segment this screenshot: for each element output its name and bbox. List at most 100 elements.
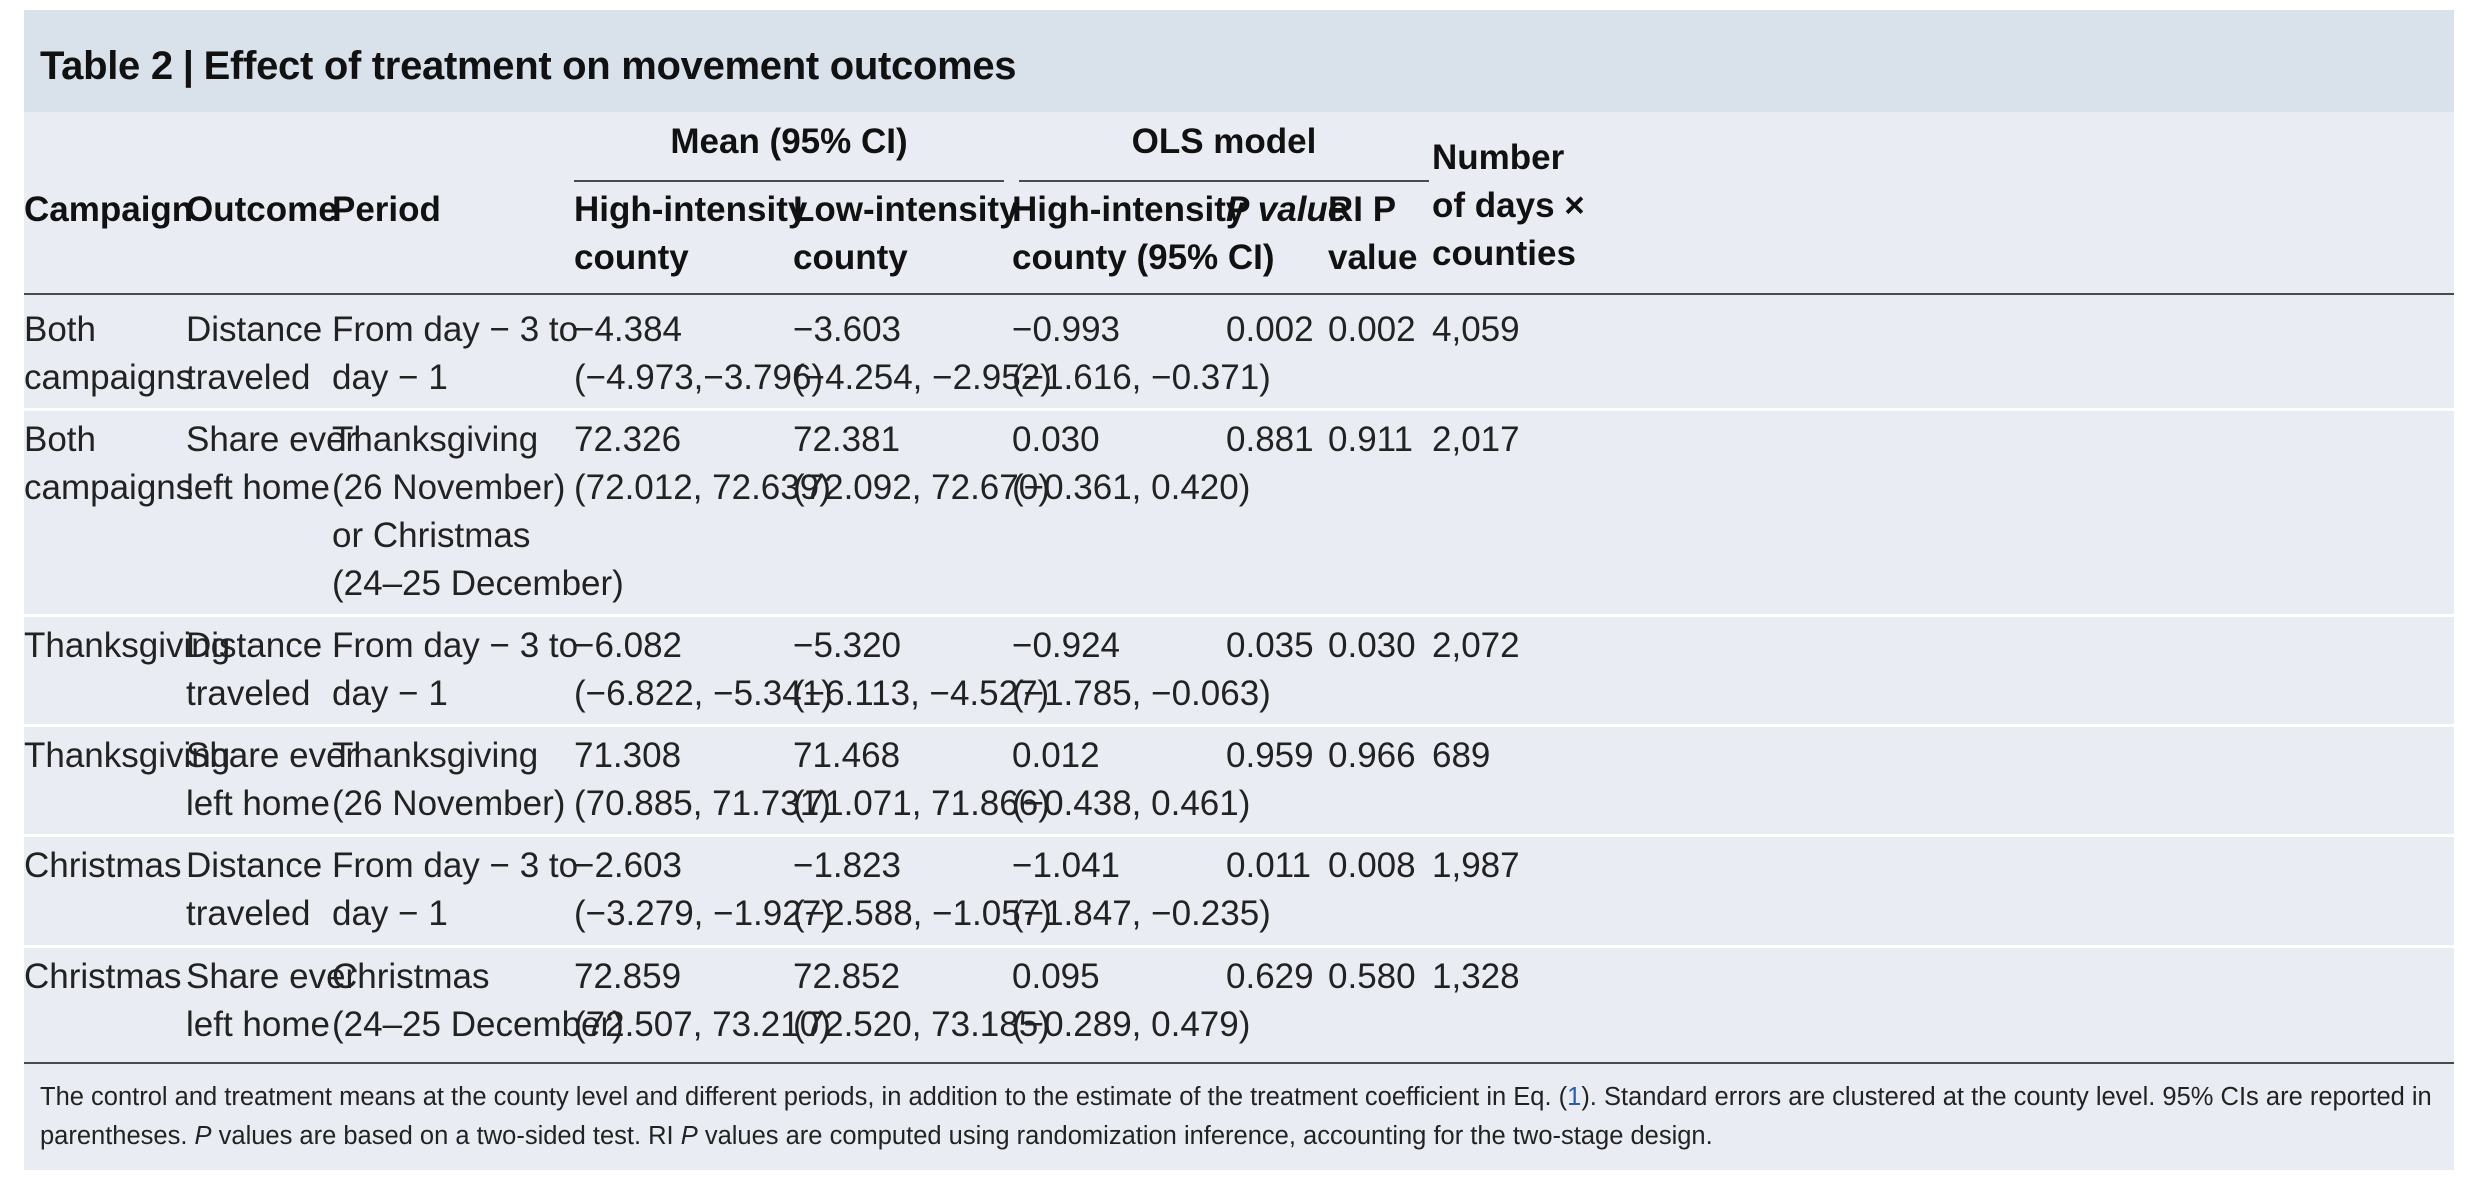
row-separator <box>24 724 2454 727</box>
cell-campaign: Christmas <box>24 957 182 996</box>
cell-ols: −0.993 <box>1012 310 1121 349</box>
cell-n: 1,328 <box>1432 957 1520 996</box>
cell-ri: 0.008 <box>1328 846 1416 885</box>
cell-campaign: Both <box>24 310 96 349</box>
cell-low: (−4.254, −2.952) <box>793 358 1052 397</box>
footnote-p-italic-2: P <box>680 1122 698 1150</box>
row-separator <box>24 834 2454 837</box>
group-header-mean: Mean (95% CI) <box>670 122 908 161</box>
table-container: Table 2 | Effect of treatment on movement … <box>24 10 2454 1170</box>
cell-ri: 0.580 <box>1328 957 1416 996</box>
cell-p: 0.629 <box>1226 957 1314 996</box>
cell-high: −2.603 <box>574 846 683 885</box>
cell-outcome: traveled <box>186 894 311 933</box>
cell-n: 1,987 <box>1432 846 1520 885</box>
row-separator <box>24 408 2454 411</box>
cell-low: (72.520, 73.185) <box>793 1005 1050 1044</box>
footnote-part-2: ). Standard errors are clustered at the … <box>40 1083 2432 1150</box>
cell-period: Christmas <box>332 957 490 996</box>
cell-ols: 0.012 <box>1012 736 1100 775</box>
col-header-high-2: county <box>574 238 689 277</box>
group-rule-mean <box>574 180 1004 182</box>
cell-ols: (−0.438, 0.461) <box>1012 784 1251 823</box>
cell-high: 71.308 <box>574 736 682 775</box>
cell-p: 0.035 <box>1226 626 1314 665</box>
cell-outcome: Share ever <box>186 736 358 775</box>
cell-p: 0.959 <box>1226 736 1314 775</box>
cell-high: −6.082 <box>574 626 683 665</box>
cell-low: (71.071, 71.866) <box>793 784 1050 823</box>
cell-period: day − 1 <box>332 894 448 933</box>
title-separator: | <box>182 44 194 88</box>
cell-campaign: Thanksgiving <box>24 736 231 775</box>
cell-p: 0.881 <box>1226 420 1314 459</box>
cell-period: (26 November) <box>332 468 566 507</box>
cell-period: (26 November) <box>332 784 566 823</box>
cell-p: 0.011 <box>1226 846 1311 885</box>
cell-outcome: traveled <box>186 674 311 713</box>
footnote-part-4: values are computed using randomization … <box>697 1122 1713 1150</box>
cell-period: From day − 3 to <box>332 310 579 349</box>
header-rule <box>24 293 2454 295</box>
cell-ols: −0.924 <box>1012 626 1121 665</box>
cell-period: or Christmas <box>332 516 531 555</box>
table-title: Table 2 | Effect of treatment on movement … <box>40 44 1017 89</box>
group-rule-ols <box>1019 180 1429 182</box>
col-header-n-3: counties <box>1432 234 1576 273</box>
cell-outcome: traveled <box>186 358 311 397</box>
cell-high: (−4.973,−3.796) <box>574 358 824 397</box>
cell-outcome: Share ever <box>186 420 358 459</box>
cell-low: 71.468 <box>793 736 901 775</box>
cell-outcome: Distance <box>186 846 323 885</box>
cell-ols: (−1.785, −0.063) <box>1012 674 1271 713</box>
group-header-ols: OLS model <box>1131 122 1317 161</box>
cell-ri: 0.002 <box>1328 310 1416 349</box>
col-header-n-1: Number <box>1432 138 1565 177</box>
footnote-equation-link[interactable]: 1 <box>1567 1083 1582 1111</box>
cell-ri: 0.966 <box>1328 736 1416 775</box>
cell-period: (24–25 December) <box>332 564 624 603</box>
cell-low: −1.823 <box>793 846 902 885</box>
cell-high: (72.012, 72.639) <box>574 468 831 507</box>
cell-outcome: Share ever <box>186 957 358 996</box>
cell-ols: −1.041 <box>1012 846 1121 885</box>
cell-high: (−3.279, −1.927) <box>574 894 833 933</box>
cell-campaign: Thanksgiving <box>24 626 231 665</box>
cell-low: 72.852 <box>793 957 901 996</box>
footnote-part-3: values are based on a two-sided test. RI <box>211 1122 681 1150</box>
cell-ols: 0.030 <box>1012 420 1100 459</box>
cell-low: (−6.113, −4.527) <box>793 674 1050 713</box>
row-separator <box>24 945 2454 948</box>
cell-campaign: Both <box>24 420 96 459</box>
footnote-part-1: The control and treatment means at the c… <box>40 1083 1568 1111</box>
cell-period: day − 1 <box>332 358 448 397</box>
col-header-ri-1: RI P <box>1328 190 1397 229</box>
cell-campaign: Christmas <box>24 846 182 885</box>
cell-n: 2,072 <box>1432 626 1520 665</box>
cell-period: (24–25 December) <box>332 1005 624 1044</box>
cell-high: (72.507, 73.210) <box>574 1005 831 1044</box>
cell-low: (−2.588, −1.057) <box>793 894 1052 933</box>
col-header-pvalue: P value <box>1226 186 1347 234</box>
cell-low: 72.381 <box>793 420 901 459</box>
cell-period: Thanksgiving <box>332 420 539 459</box>
cell-high: −4.384 <box>574 310 683 349</box>
cell-ri: 0.911 <box>1328 420 1413 459</box>
col-header-period: Period <box>332 190 441 229</box>
cell-n: 689 <box>1432 736 1491 775</box>
col-header-pvalue-text: P value <box>1226 190 1348 229</box>
cell-period: day − 1 <box>332 674 448 713</box>
col-header-low-1: Low-intensity <box>793 190 1019 229</box>
table-footnote: The control and treatment means at the c… <box>40 1078 2440 1156</box>
col-header-ols-2: county (95% CI) <box>1012 238 1275 277</box>
col-header-ols-1: High-intensity <box>1012 190 1246 229</box>
cell-high: 72.859 <box>574 957 682 996</box>
cell-outcome: left home <box>186 468 330 507</box>
table-title-bar: Table 2 | Effect of treatment on movement … <box>24 10 2454 112</box>
cell-low: (72.092, 72.670) <box>793 468 1050 507</box>
cell-low: −3.603 <box>793 310 902 349</box>
col-header-low-2: county <box>793 238 908 277</box>
table-title-text: Effect of treatment on movement outcomes <box>203 44 1017 88</box>
cell-outcome: Distance <box>186 626 323 665</box>
cell-outcome: left home <box>186 1005 330 1044</box>
